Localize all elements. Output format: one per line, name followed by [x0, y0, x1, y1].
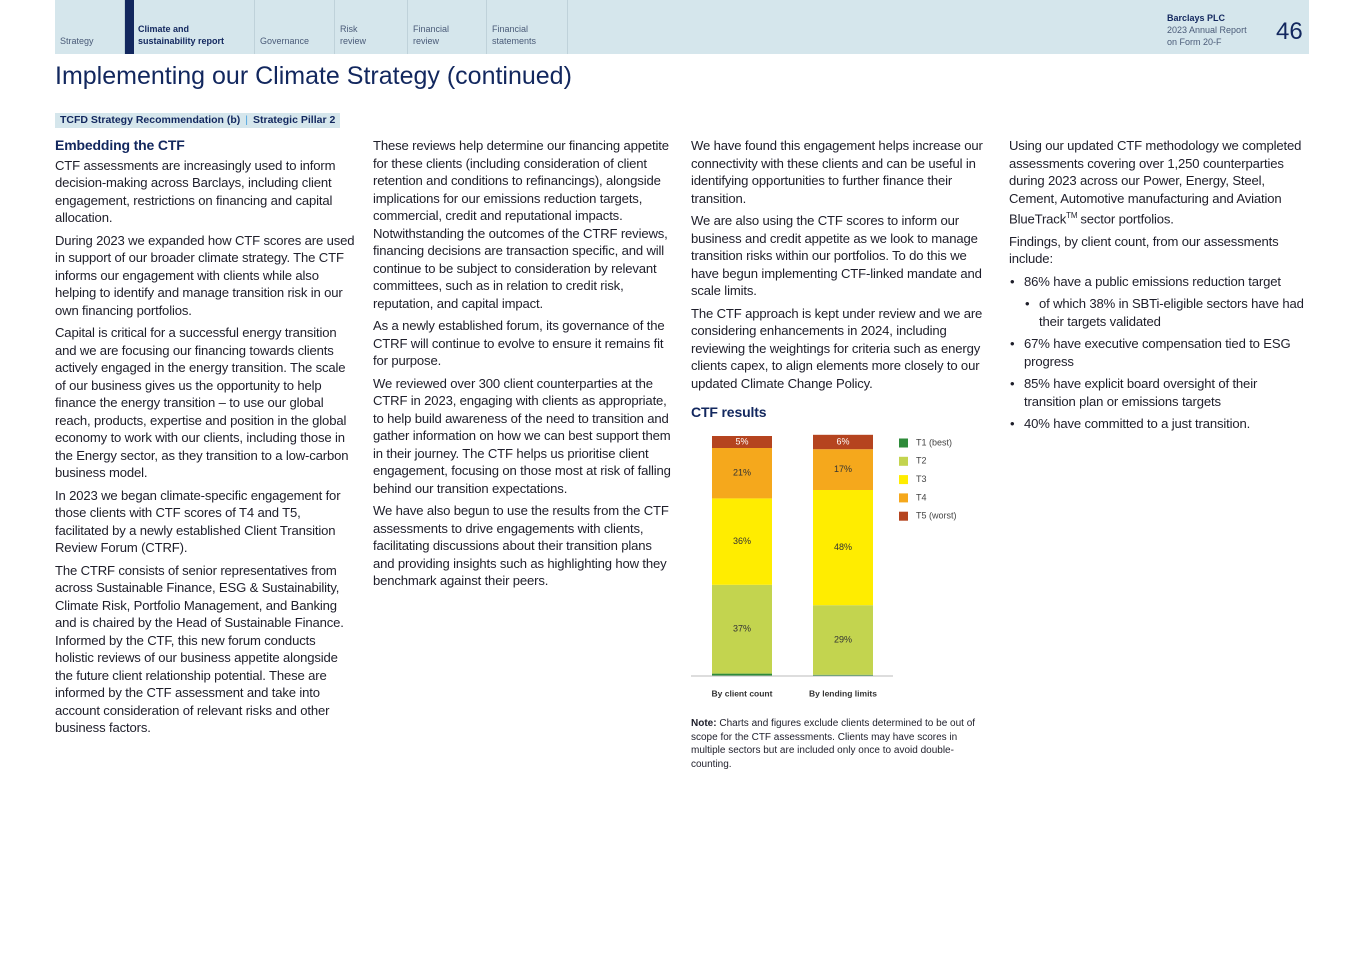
paragraph: The CTRF consists of senior representati…: [55, 562, 344, 736]
bar-segment: [813, 674, 873, 676]
legend-swatch: [899, 456, 908, 466]
chart: By client count1%37%36%21%5%By lending l…: [691, 434, 957, 698]
legend-label: T1 (best): [916, 437, 952, 447]
data-label: 37%: [733, 624, 751, 634]
paragraph: We have also begun to use the results fr…: [373, 503, 669, 588]
nav-tab: Climate and sustainability report: [125, 0, 255, 54]
tab-label: review: [340, 36, 367, 46]
bar-segment: [813, 490, 873, 606]
x-tick-label: By lending limits: [809, 688, 877, 698]
tab-label: Financial: [492, 24, 529, 34]
page-number: 46: [1276, 18, 1303, 45]
tag-right: Strategic Pillar 2: [253, 114, 336, 126]
bar-segment: [712, 673, 772, 676]
bullet: 86% have a public emissions reduction ta…: [1010, 273, 1304, 331]
legend-swatch: [899, 511, 908, 521]
tag: TCFD Strategy Recommendation (b) | Strateg…: [55, 113, 341, 128]
note-text: Charts and figures exclude clients deter…: [691, 718, 976, 770]
data-label: 17%: [834, 464, 852, 474]
legend-label: T3: [916, 474, 927, 484]
legend-swatch: [899, 475, 908, 485]
tab-label: statements: [492, 36, 537, 46]
nav-tab: Financial statements: [487, 0, 568, 54]
legend-label: T5 (worst): [916, 511, 957, 521]
nav-tab: Governance: [255, 0, 335, 54]
bar-segment: [712, 436, 772, 448]
paragraph: These reviews help determine our financi…: [373, 138, 669, 311]
divider: |: [245, 114, 248, 126]
tab-label: Climate and: [138, 24, 190, 34]
bullet-text: 67% have executive compensation tied to …: [1024, 336, 1291, 369]
paragraph: We reviewed over 300 client counterparti…: [373, 375, 671, 496]
tab-label: Strategy: [60, 36, 94, 46]
data-label: 6%: [836, 436, 849, 446]
publisher: Barclays PLC: [1167, 13, 1226, 23]
data-label: 21%: [733, 468, 751, 478]
bar-segment: [813, 434, 873, 450]
chart-heading: CTF results: [691, 404, 767, 420]
bullet-text: 86% have a public emissions reduction ta…: [1024, 273, 1281, 289]
sub-bullet: of which 38% in SBTi-eligible sectors ha…: [1025, 295, 1304, 330]
data-label: 36%: [733, 536, 751, 546]
title: Implementing our Climate Strategy (conti…: [55, 62, 572, 90]
report: 2023 Annual Report: [1167, 25, 1247, 35]
paragraph: We have found this engagement helps incr…: [691, 138, 983, 206]
heading: Embedding the CTF: [55, 137, 185, 153]
superscript: TM: [1066, 211, 1078, 220]
tab-label: Financial: [413, 24, 450, 34]
bullet-list: 86% have a public emissions reduction ta…: [1009, 273, 1304, 433]
bullet-text: 40% have committed to a just transition.: [1024, 416, 1251, 432]
data-label: 48%: [834, 542, 852, 552]
paragraph: As a newly established forum, its govern…: [373, 318, 665, 368]
sub-list: of which 38% in SBTi-eligible sectors ha…: [1024, 295, 1304, 330]
paragraph: CTF assessments are increasingly used to…: [55, 157, 336, 226]
tab-label: sustainability report: [138, 36, 225, 46]
legend-label: T2: [916, 456, 927, 466]
nav-tab: Risk review: [335, 0, 408, 54]
paragraph: We are also using the CTF scores to info…: [691, 213, 982, 298]
report-info: Barclays PLC 2023 Annual Report on Form 20…: [1167, 12, 1247, 48]
paragraph: The CTF approach is kept under review an…: [691, 305, 983, 391]
column: We have found this engagement helps incr…: [691, 137, 993, 424]
column: Embedding the CTF CTF assessments are inc…: [55, 137, 357, 742]
bar-segment: [712, 448, 772, 499]
tab-label: Risk: [340, 24, 358, 34]
nav-tab: Financial review: [408, 0, 487, 54]
tab-label: review: [413, 36, 440, 46]
tag-left: TCFD Strategy Recommendation (b): [60, 114, 241, 126]
nav-tab: Strategy: [55, 0, 125, 54]
legend-swatch: [899, 438, 908, 448]
column: Using our updated CTF methodology we com…: [1009, 137, 1304, 438]
legend-label: T4: [916, 492, 927, 502]
data-label: 5%: [735, 436, 748, 446]
x-tick-label: By client count: [712, 688, 773, 698]
paragraph: During 2023 we expanded how CTF scores a…: [55, 232, 355, 318]
text: sector portfolios.: [1080, 211, 1174, 227]
tab-label: Governance: [260, 36, 310, 46]
bullet-text: 85% have explicit board oversight of the…: [1024, 376, 1258, 409]
column: These reviews help determine our financi…: [373, 137, 675, 595]
bullet: 40% have committed to a just transition.: [1010, 415, 1304, 433]
paragraph: In 2023 we began climate-specific engage…: [55, 487, 341, 556]
bar-segment: [712, 498, 772, 585]
paragraph: Findings, by client count, from our asse…: [1009, 233, 1279, 267]
legend-swatch: [899, 493, 908, 503]
nav-bar: Strategy Climate and sustainability report…: [55, 0, 1309, 54]
bullet: 67% have executive compensation tied to …: [1010, 335, 1304, 370]
paragraph: Capital is critical for a successful ene…: [55, 325, 349, 480]
text: Using our updated CTF methodology we com…: [1009, 138, 1302, 227]
bar-segment: [813, 605, 873, 675]
bar-segment: [712, 584, 772, 674]
bar-segment: [813, 449, 873, 490]
note-label: Note:: [691, 718, 717, 729]
note: Note: Charts and figures exclude clients…: [691, 717, 991, 771]
report: on Form 20-F: [1167, 37, 1222, 47]
paragraph: Using our updated CTF methodology we com…: [1009, 137, 1304, 228]
bullet: 85% have explicit board oversight of the…: [1010, 375, 1304, 410]
data-label: 29%: [834, 634, 852, 644]
